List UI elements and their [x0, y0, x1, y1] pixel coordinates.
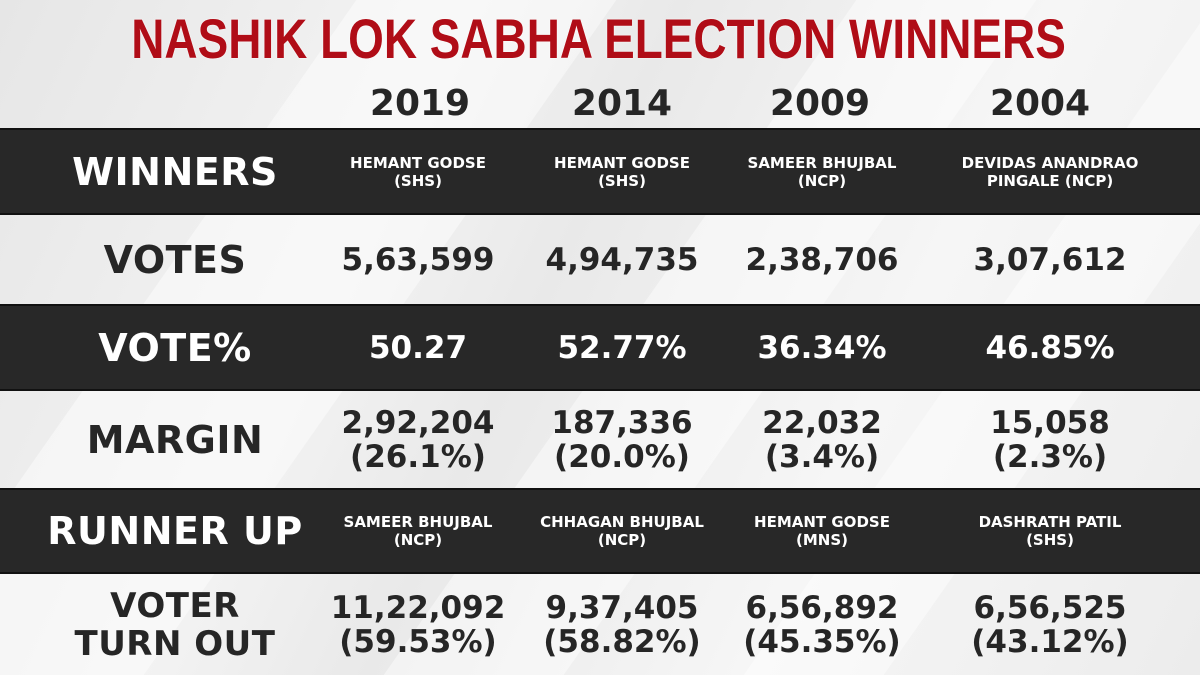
year-header-row: 2019 2014 2009 2004 — [0, 80, 1200, 128]
turnout-votes: 9,37,405 — [545, 589, 699, 626]
runner-up-row: RUNNER UP SAMEER BHUJBAL (NCP) CHHAGAN B… — [0, 488, 1200, 574]
vote-percent-label: VOTE% — [98, 325, 252, 370]
margin-votes: 22,032 — [762, 404, 882, 441]
margin-percent: (26.1%) — [350, 438, 486, 475]
winner-cell: DEVIDAS ANANDRAO PINGALE (NCP) — [940, 130, 1160, 213]
vote-percent-cell: 36.34% — [722, 306, 922, 389]
margin-cell: 15,058 (2.3%) — [940, 391, 1160, 488]
margin-percent: (3.4%) — [764, 438, 880, 475]
winner-cell: SAMEER BHUJBAL (NCP) — [722, 130, 922, 213]
margin-percent: (20.0%) — [554, 438, 690, 475]
row-label: MARGIN — [40, 391, 310, 488]
votes-cell: 5,63,599 — [318, 215, 518, 304]
turnout-row: VOTER TURN OUT 11,22,092 (59.53%) 9,37,4… — [0, 574, 1200, 675]
winner-name: HEMANT GODSE — [350, 153, 486, 172]
runner-up-party: (SHS) — [1026, 531, 1074, 549]
votes-row: VOTES 5,63,599 4,94,735 2,38,706 3,07,61… — [0, 215, 1200, 304]
vote-percent-value: 46.85% — [985, 329, 1115, 366]
row-label: RUNNER UP — [20, 490, 330, 572]
winner-party: (SHS) — [598, 171, 646, 190]
turnout-votes: 6,56,892 — [745, 589, 899, 626]
vote-percent-cell: 50.27 — [318, 306, 518, 389]
votes-value: 2,38,706 — [745, 241, 899, 278]
year-header: 2004 — [989, 83, 1091, 124]
turnout-cell: 6,56,892 (45.35%) — [722, 574, 922, 675]
turnout-percent: (45.35%) — [743, 623, 901, 660]
row-label: VOTE% — [40, 306, 310, 389]
vote-percent-cell: 46.85% — [940, 306, 1160, 389]
turnout-votes: 11,22,092 — [330, 589, 506, 626]
winner-party: (SHS) — [394, 171, 442, 190]
votes-value: 5,63,599 — [341, 241, 495, 278]
turnout-votes: 6,56,525 — [973, 589, 1127, 626]
votes-value: 4,94,735 — [545, 241, 699, 278]
winner-party: PINGALE (NCP) — [986, 171, 1114, 190]
margin-label: MARGIN — [86, 417, 264, 462]
runner-up-cell: SAMEER BHUJBAL (NCP) — [318, 490, 518, 572]
votes-cell: 4,94,735 — [522, 215, 722, 304]
votes-label: VOTES — [103, 237, 247, 282]
runner-up-party: (MNS) — [796, 531, 848, 549]
turnout-cell: 9,37,405 (58.82%) — [522, 574, 722, 675]
page-title: NASHIK LOK SABHA ELECTION WINNERS — [131, 7, 1066, 70]
row-label: VOTES — [40, 215, 310, 304]
turnout-label-line2: TURN OUT — [74, 623, 276, 664]
year-header: 2009 — [769, 83, 871, 124]
runner-up-name: HEMANT GODSE — [754, 513, 890, 531]
runner-up-name: CHHAGAN BHUJBAL — [540, 513, 704, 531]
runner-up-name: DASHRATH PATIL — [978, 513, 1122, 531]
vote-percent-value: 50.27 — [368, 329, 468, 366]
row-label: VOTER TURN OUT — [40, 574, 310, 675]
votes-cell: 3,07,612 — [940, 215, 1160, 304]
turnout-cell: 11,22,092 (59.53%) — [318, 574, 518, 675]
margin-votes: 15,058 — [990, 404, 1110, 441]
runner-up-cell: DASHRATH PATIL (SHS) — [940, 490, 1160, 572]
winner-cell: HEMANT GODSE (SHS) — [522, 130, 722, 213]
runner-up-label: RUNNER UP — [47, 509, 303, 553]
vote-percent-cell: 52.77% — [522, 306, 722, 389]
margin-percent: (2.3%) — [992, 438, 1108, 475]
margin-cell: 187,336 (20.0%) — [522, 391, 722, 488]
winner-name: HEMANT GODSE — [554, 153, 690, 172]
vote-percent-value: 52.77% — [557, 329, 687, 366]
year-header: 2019 — [369, 83, 471, 124]
runner-up-cell: CHHAGAN BHUJBAL (NCP) — [522, 490, 722, 572]
margin-row: MARGIN 2,92,204 (26.1%) 187,336 (20.0%) … — [0, 391, 1200, 488]
year-header: 2014 — [571, 83, 673, 124]
runner-up-name: SAMEER BHUJBAL — [343, 513, 493, 531]
winner-name: SAMEER BHUJBAL — [747, 153, 897, 172]
runner-up-cell: HEMANT GODSE (MNS) — [722, 490, 922, 572]
turnout-percent: (58.82%) — [543, 623, 701, 660]
runner-up-party: (NCP) — [597, 531, 647, 549]
vote-percent-row: VOTE% 50.27 52.77% 36.34% 46.85% — [0, 304, 1200, 391]
turnout-percent: (59.53%) — [339, 623, 497, 660]
margin-votes: 187,336 — [551, 404, 693, 441]
margin-cell: 2,92,204 (26.1%) — [318, 391, 518, 488]
vote-percent-value: 36.34% — [757, 329, 887, 366]
turnout-label-line1: VOTER — [110, 585, 240, 626]
votes-cell: 2,38,706 — [722, 215, 922, 304]
winner-cell: HEMANT GODSE (SHS) — [318, 130, 518, 213]
votes-value: 3,07,612 — [973, 241, 1127, 278]
runner-up-party: (NCP) — [393, 531, 443, 549]
margin-votes: 2,92,204 — [341, 404, 495, 441]
winners-label: WINNERS — [72, 149, 278, 194]
winner-name: DEVIDAS ANANDRAO — [961, 153, 1139, 172]
winner-party: (NCP) — [797, 171, 847, 190]
row-label: WINNERS — [40, 130, 310, 213]
turnout-percent: (43.12%) — [971, 623, 1129, 660]
turnout-cell: 6,56,525 (43.12%) — [940, 574, 1160, 675]
winners-row: WINNERS HEMANT GODSE (SHS) HEMANT GODSE … — [0, 128, 1200, 215]
margin-cell: 22,032 (3.4%) — [722, 391, 922, 488]
